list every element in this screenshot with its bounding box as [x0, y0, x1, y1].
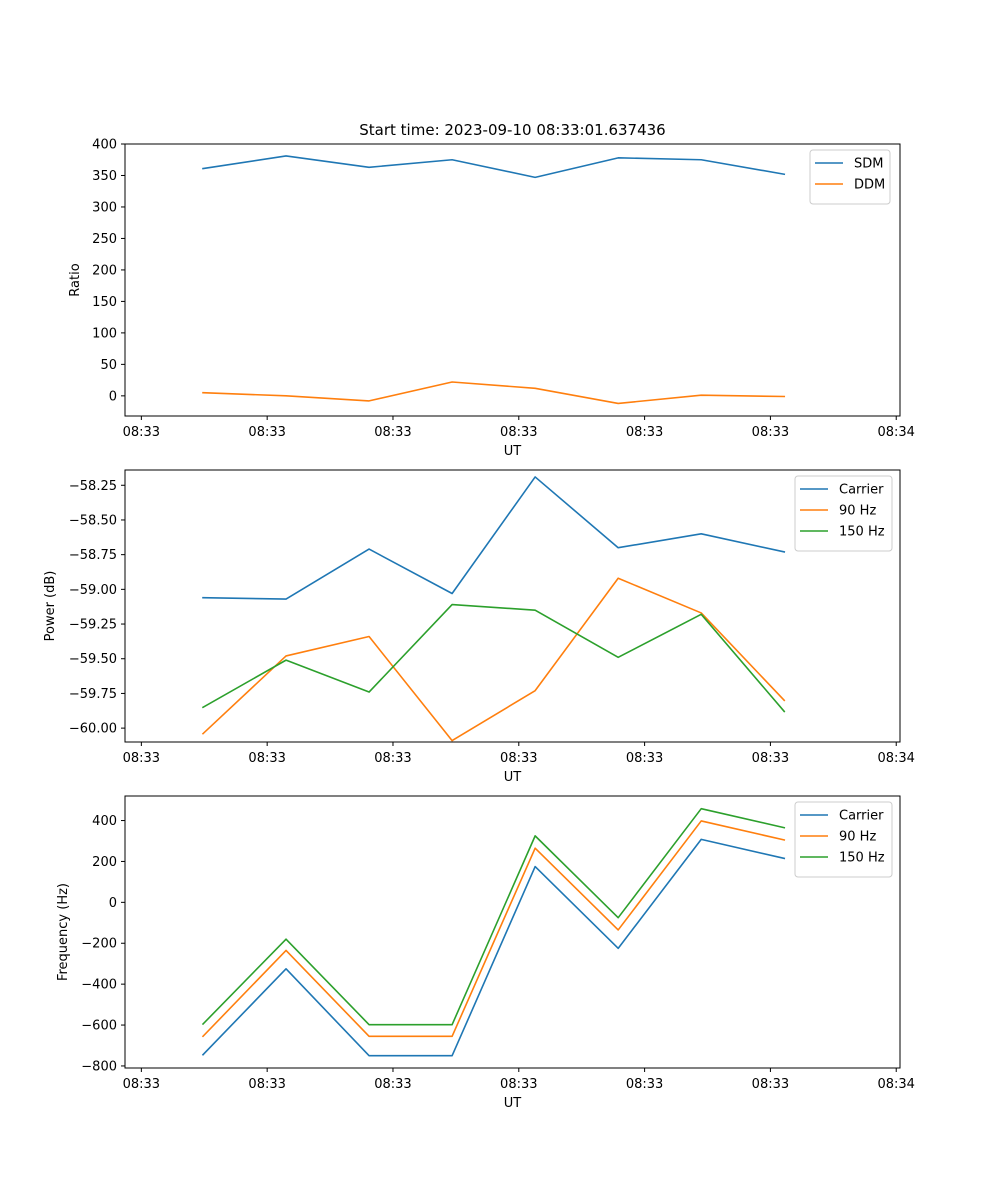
x-tick-label: 08:33: [626, 1077, 663, 1092]
series-line-ddm: [202, 381, 786, 405]
y-tick-label: 200: [92, 263, 117, 278]
legend-box: [794, 801, 893, 878]
legend-label: Carrier: [839, 483, 884, 498]
y-tick-label: 350: [92, 169, 117, 184]
y-tick-label: 50: [100, 358, 117, 373]
legend: Carrier 90 Hz 150 Hz: [794, 801, 893, 878]
frequency-panel: −800 −600 −400 −200 0 200 400 08:33 08:33 08:33 08…: [56, 795, 915, 1111]
series-line-90-hz: [201, 577, 786, 742]
y-tick-label: −800: [81, 1059, 117, 1074]
legend: SDM DDM: [809, 149, 891, 205]
x-tick-label: 08:33: [374, 1077, 411, 1092]
x-tick-label: 08:33: [626, 425, 663, 440]
legend-label: 90 Hz: [839, 504, 876, 519]
x-tick-label: 08:33: [248, 425, 285, 440]
axes-frame: [124, 143, 901, 417]
x-tick-label: 08:33: [374, 425, 411, 440]
x-tick-label: 08:33: [626, 751, 663, 766]
x-tick-label: 08:33: [123, 1077, 160, 1092]
x-tick-label: 08:34: [877, 425, 914, 440]
y-tick-label: 100: [92, 326, 117, 341]
legend-label: DDM: [854, 178, 885, 193]
y-tick-label: 200: [92, 855, 117, 870]
axes-frame: [124, 469, 901, 743]
x-tick-label: 08:34: [877, 751, 914, 766]
axes-frame: [124, 795, 901, 1069]
x-axis-label: UT: [504, 770, 522, 785]
y-tick-label: −59.00: [69, 583, 117, 598]
x-tick-label: 08:33: [123, 751, 160, 766]
x-axis-label: UT: [504, 444, 522, 459]
series-line-150-hz: [201, 603, 786, 713]
y-tick-label: 300: [92, 200, 117, 215]
y-tick-label: −200: [81, 937, 117, 952]
y-tick-label: −58.75: [69, 548, 117, 563]
series-line-150-hz: [201, 807, 786, 1026]
x-tick-label: 08:33: [500, 425, 537, 440]
x-axis-label: UT: [504, 1096, 522, 1111]
y-tick-label: 150: [92, 295, 117, 310]
legend-label: Carrier: [839, 809, 884, 824]
legend-label: 150 Hz: [839, 525, 885, 540]
y-axis-label: Frequency (Hz): [56, 883, 71, 981]
legend-label: 90 Hz: [839, 830, 876, 845]
series-line-carrier: [201, 838, 786, 1057]
power-panel: −60.00 −59.75 −59.50 −59.25 −59.00 −58.75 −58.…: [43, 469, 915, 785]
y-tick-label: −58.50: [69, 513, 117, 528]
x-tick-label: 08:33: [752, 425, 789, 440]
y-tick-label: −600: [81, 1019, 117, 1034]
y-tick-label: −59.25: [69, 618, 117, 633]
y-tick-label: −58.25: [69, 479, 117, 494]
series-line-sdm: [202, 155, 786, 179]
y-tick-label: 0: [109, 389, 117, 404]
series-line-carrier: [202, 476, 786, 600]
legend: Carrier 90 Hz 150 Hz: [794, 475, 893, 552]
y-axis-label: Power (dB): [43, 571, 58, 642]
y-tick-label: 400: [92, 138, 117, 153]
x-tick-label: 08:33: [248, 751, 285, 766]
figure-title: Start time: 2023-09-10 08:33:01.637436: [359, 121, 665, 139]
legend-label: SDM: [854, 157, 883, 172]
x-tick-label: 08:33: [123, 425, 160, 440]
legend-box: [794, 475, 893, 552]
ratio-panel: 0 50 100 150 200 250 300 350 400 08:33 08:33 08:33 0…: [68, 138, 915, 460]
x-tick-label: 08:33: [374, 751, 411, 766]
x-tick-label: 08:34: [877, 1077, 914, 1092]
x-tick-label: 08:33: [500, 751, 537, 766]
y-tick-label: −60.00: [69, 722, 117, 737]
y-axis-label: Ratio: [68, 263, 83, 296]
y-tick-label: 250: [92, 232, 117, 247]
legend-label: 150 Hz: [839, 851, 885, 866]
x-tick-label: 08:33: [248, 1077, 285, 1092]
series-line-90-hz: [201, 820, 786, 1038]
y-tick-label: 0: [109, 896, 117, 911]
x-tick-label: 08:33: [752, 751, 789, 766]
y-tick-label: −59.50: [69, 652, 117, 667]
y-tick-label: 400: [92, 814, 117, 829]
x-tick-label: 08:33: [500, 1077, 537, 1092]
x-tick-label: 08:33: [752, 1077, 789, 1092]
y-tick-label: −400: [81, 978, 117, 993]
y-tick-label: −59.75: [69, 687, 117, 702]
